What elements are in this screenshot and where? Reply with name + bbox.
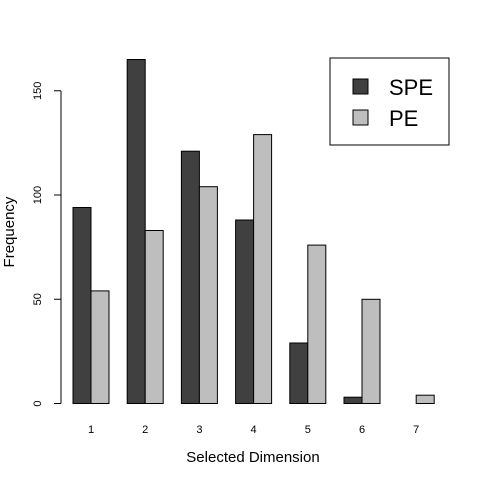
y-tick-label: 150 (32, 82, 44, 100)
x-tick-label: 2 (142, 424, 148, 436)
y-axis: 0 50 100 150 (32, 82, 62, 407)
legend: SPE PE (329, 57, 450, 146)
x-tick-label: 1 (88, 424, 94, 436)
y-tick-label: 0 (32, 400, 44, 406)
bar-spe-5 (289, 342, 309, 404)
legend-box (329, 57, 450, 146)
x-tick-label: 3 (196, 424, 202, 436)
bar-pe-3 (198, 186, 218, 404)
bar-spe-6 (343, 396, 363, 405)
legend-label-pe: PE (389, 106, 418, 131)
x-axis-tick-labels: 1 2 3 4 5 6 7 (88, 424, 419, 436)
y-axis-title: Frequency (1, 196, 18, 267)
bar-spe-2 (126, 59, 146, 404)
legend-swatch-pe (352, 109, 369, 126)
bar-pe-2 (144, 230, 164, 404)
x-axis-title: Selected Dimension (186, 449, 319, 466)
bar-spe-1 (72, 207, 92, 404)
bars-group (72, 59, 435, 405)
legend-swatch-spe (352, 78, 369, 95)
x-tick-label: 7 (413, 424, 419, 436)
bar-pe-5 (307, 244, 327, 404)
y-tick-label: 100 (32, 186, 44, 204)
y-tick-label: 50 (32, 293, 44, 305)
bar-spe-3 (180, 150, 200, 404)
bar-spe-4 (235, 219, 255, 404)
x-tick-label: 5 (305, 424, 311, 436)
bar-pe-6 (361, 298, 381, 404)
bar-pe-7 (415, 394, 435, 405)
legend-label-spe: SPE (389, 75, 433, 100)
x-tick-label: 6 (359, 424, 365, 436)
x-tick-label: 4 (251, 424, 257, 436)
bar-pe-1 (90, 290, 110, 404)
bar-pe-4 (253, 134, 273, 404)
